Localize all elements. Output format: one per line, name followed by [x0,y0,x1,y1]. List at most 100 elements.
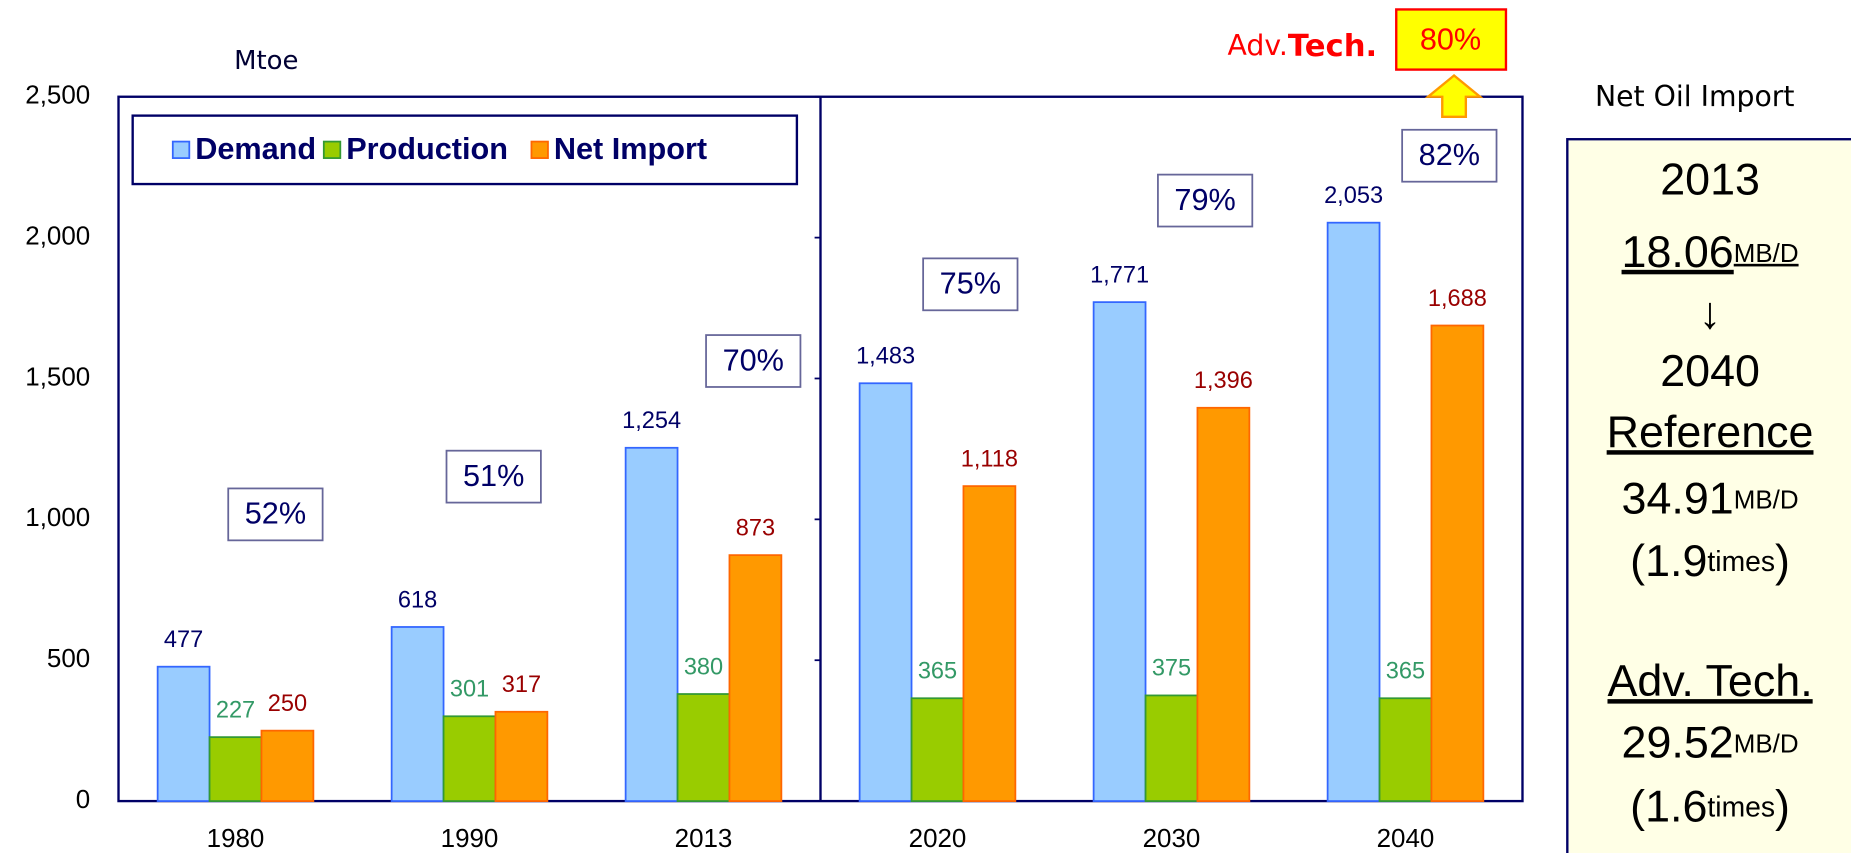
legend-swatch [530,140,549,159]
x-tick-label: 2020 [909,825,967,853]
value-label: 1,396 [1194,367,1253,393]
share-box [1157,173,1254,228]
panel-line: Reference [1607,406,1814,457]
share-box [1401,128,1498,183]
adv-tech-arrow [1424,73,1484,118]
bar [1378,697,1433,802]
y-tick-label: 2,500 [25,82,90,110]
bar [494,710,549,802]
share-label: 70% [723,343,784,377]
bar [208,736,263,802]
bar [1326,221,1381,802]
panel-ratio: ) [1775,780,1790,831]
share-label: 52% [245,497,306,531]
adv-tech-word: Tech. [1288,29,1377,64]
panel-value: 29.52 [1622,716,1734,767]
panel-ratio: times [1707,791,1775,823]
value-label: 380 [684,653,723,679]
y-axis-unit: Mtoe [234,46,298,76]
value-label: 1,771 [1090,261,1149,287]
panel-line: (1.9times) [1630,535,1790,586]
x-tick-label: 1980 [207,825,265,853]
legend-swatch [322,140,342,159]
panel-ratio: (1.9 [1630,535,1707,586]
bar [910,697,965,802]
value-label: 301 [450,676,489,702]
bar [728,554,783,802]
panel-unit: MB/D [1734,486,1799,514]
panel-line: Adv. Tech. [1607,655,1812,706]
panel-line: 2013 [1660,154,1760,205]
x-tick-label: 2040 [1377,825,1435,853]
x-tick-label: 1990 [441,825,499,853]
panel-line: 34.91MB/D [1622,472,1799,523]
panel-text: 2013 18.06MB/D ↓ 2040 Reference 34.91MB/… [1607,154,1814,831]
panel-value: 18.06 [1622,226,1734,277]
value-label: 618 [398,586,437,612]
panel-line: 18.06MB/D [1622,226,1799,277]
adv-tech-prefix: Adv. [1228,29,1288,62]
value-label: 375 [1152,655,1191,681]
adv-tech-label: Adv.Tech. [1228,29,1378,64]
panel-line: (1.6times) [1630,780,1790,831]
bar [624,446,679,802]
share-box [922,257,1019,312]
share-label: 79% [1174,183,1235,217]
panel-ratio: times [1707,545,1775,577]
panel-box [1566,138,1851,853]
legend-label: Production [346,132,508,166]
bar [1430,324,1485,802]
legend-label: Net Import [554,132,707,166]
x-tick-label: 2013 [675,825,733,853]
bar [1196,406,1251,802]
value-label: 1,688 [1428,285,1487,311]
adv-tech-box [1395,8,1508,71]
legend-swatch [171,140,191,159]
legend-label: Demand [195,132,316,166]
panel-ratio: ) [1775,535,1790,586]
value-label: 477 [164,626,203,652]
value-label: 1,254 [622,407,681,433]
value-label: 317 [502,671,541,697]
bar [1092,301,1147,802]
bar [390,626,445,802]
panel-unit: MB/D [1734,730,1799,758]
y-tick-label: 500 [47,645,90,673]
panel-value: 34.91 [1622,472,1734,523]
panel-title: Net Oil Import [1595,80,1795,113]
share-box [227,487,324,542]
bar [676,693,731,802]
panel-line: 2040 [1660,345,1760,396]
y-tick-label: 1,000 [25,504,90,532]
value-label: 365 [1386,658,1425,684]
bar [962,485,1017,802]
y-tick-label: 2,000 [25,222,90,250]
value-label: 227 [216,696,255,722]
y-tick-label: 1,500 [25,363,90,391]
value-label: 365 [918,658,957,684]
bar [858,382,913,802]
value-label: 873 [736,514,775,540]
x-tick-label: 2030 [1143,825,1201,853]
value-label: 250 [268,690,307,716]
panel-line: 29.52MB/D [1622,716,1799,767]
value-label: 1,118 [961,445,1018,471]
legend-box [131,114,799,186]
value-label: 1,483 [856,343,915,369]
panel-ratio: (1.6 [1630,780,1707,831]
share-label: 82% [1419,138,1480,172]
share-box [445,449,542,504]
share-label: 75% [940,267,1001,301]
bar [442,715,497,802]
bar [156,665,211,802]
value-label: 2,053 [1324,182,1383,208]
adv-tech-share: 80% [1420,22,1481,56]
share-box [705,334,802,388]
y-tick-label: 0 [76,786,90,814]
bar [260,729,315,802]
share-label: 51% [463,459,524,493]
bar [1144,694,1199,802]
panel-unit: MB/D [1734,240,1799,268]
